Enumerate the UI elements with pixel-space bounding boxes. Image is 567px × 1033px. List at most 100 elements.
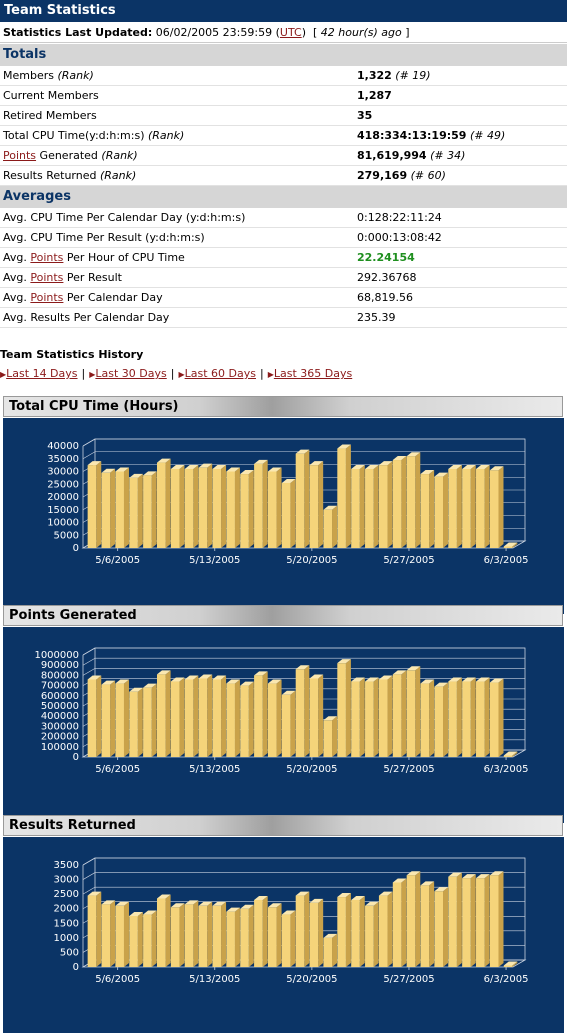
averages-row: Avg. CPU Time Per Result (y:d:h:m:s) 0:00… xyxy=(0,228,567,248)
bar-side xyxy=(207,901,213,967)
bar-top xyxy=(281,690,296,695)
bar-side xyxy=(387,675,393,757)
bar xyxy=(448,464,462,548)
link-last-30-days[interactable]: Last 30 Days xyxy=(95,367,167,380)
bar xyxy=(434,682,449,757)
last-updated-bar: Statistics Last Updated: 06/02/2005 23:5… xyxy=(0,22,567,43)
points-chart-svg: 0100000200000300000400000500000600000700… xyxy=(34,647,529,775)
averages-row-label: Avg. Points Per Calendar Day xyxy=(3,291,163,304)
bar-front xyxy=(351,468,360,548)
bar-front xyxy=(267,471,277,548)
bar-side xyxy=(498,678,504,757)
bar-front xyxy=(448,876,457,967)
bar-front xyxy=(489,682,499,757)
bar xyxy=(115,467,129,548)
bar-front xyxy=(129,916,138,967)
y-tick-label: 2000 xyxy=(54,904,79,915)
utc-link[interactable]: UTC xyxy=(279,26,302,39)
y-tick-label: 400000 xyxy=(41,711,79,722)
bar-front xyxy=(156,898,166,967)
hours-ago: 42 hour(s) ago xyxy=(320,26,402,39)
bar-front xyxy=(503,755,513,757)
bar-top xyxy=(170,677,185,682)
bar-front xyxy=(240,474,249,548)
arrow-icon: ▶ xyxy=(267,370,274,379)
bar xyxy=(476,677,490,757)
bar xyxy=(462,874,476,967)
bar-side xyxy=(221,901,227,967)
averages-row-label: Avg. CPU Time Per Calendar Day (y:d:h:m:… xyxy=(3,211,246,224)
bar-top xyxy=(156,894,171,899)
bar-top xyxy=(143,910,157,915)
bar xyxy=(226,467,240,548)
bar-top xyxy=(295,449,310,454)
bar-top xyxy=(365,901,379,906)
bar-side xyxy=(110,680,116,757)
bar-front xyxy=(184,904,194,967)
bar xyxy=(448,677,462,757)
bar xyxy=(184,675,199,757)
x-tick-label: 5/27/2005 xyxy=(383,555,434,566)
bar-side xyxy=(470,874,476,967)
bar-front xyxy=(226,683,235,757)
y-tick-label: 800000 xyxy=(41,670,79,681)
bar-front xyxy=(170,681,180,757)
bar xyxy=(198,463,213,548)
gridline-side xyxy=(82,668,96,676)
bar-top xyxy=(309,898,324,903)
bar-front xyxy=(462,681,471,757)
bar-front xyxy=(365,681,374,757)
bar-front xyxy=(420,885,430,967)
bar-side xyxy=(498,871,504,967)
bar-side xyxy=(234,907,240,967)
y-tick-label: 600000 xyxy=(41,691,79,702)
bar xyxy=(434,472,449,548)
bar xyxy=(267,467,282,548)
bar-top xyxy=(295,665,310,670)
bar-front xyxy=(129,691,138,757)
bar-front xyxy=(365,468,374,548)
bar xyxy=(378,461,393,548)
bar xyxy=(281,690,296,757)
bar-side xyxy=(415,452,421,548)
bar-side xyxy=(484,464,490,548)
bar-front xyxy=(129,477,138,548)
y-tick-label: 3000 xyxy=(54,875,79,886)
totals-row: Total CPU Time(y:d:h:m:s) (Rank) 418:334:… xyxy=(0,126,567,146)
bar-side xyxy=(123,679,129,757)
points-link[interactable]: Points xyxy=(30,251,64,264)
bar xyxy=(295,891,310,967)
link-last-60-days[interactable]: Last 60 Days xyxy=(184,367,256,380)
updated-label: Statistics Last Updated: xyxy=(3,26,153,39)
points-link[interactable]: Points xyxy=(3,149,37,162)
points-link[interactable]: Points xyxy=(30,291,64,304)
bar xyxy=(240,470,254,548)
totals-row: Results Returned (Rank) 279,169 (# 60) xyxy=(0,166,567,186)
points-link[interactable]: Points xyxy=(30,271,64,284)
results-chart-svg: 0 500 1000 1500 2000 2500 3000 3500 5/6/2005 5/13… xyxy=(54,857,529,985)
y-tick-label: 0 xyxy=(73,752,79,763)
bar-front xyxy=(212,679,222,757)
bar xyxy=(184,464,199,548)
totals-row-label: Retired Members xyxy=(3,109,97,122)
bar-side xyxy=(429,470,435,548)
bar-top xyxy=(378,675,393,680)
bar-side xyxy=(234,467,240,548)
bar-top xyxy=(226,679,240,684)
bar-top xyxy=(226,467,240,472)
y-tick-label: 200000 xyxy=(41,732,79,743)
arrow-icon: ▶ xyxy=(0,370,7,379)
link-last-14-days[interactable]: Last 14 Days xyxy=(6,367,78,380)
totals-row-value: 279,169 (# 60) xyxy=(357,169,446,182)
link-last-365-days[interactable]: Last 365 Days xyxy=(273,367,353,380)
bar-top xyxy=(87,891,102,896)
bar-front xyxy=(378,895,388,967)
gridline-side xyxy=(82,857,96,866)
totals-row-value: 418:334:13:19:59 (# 49) xyxy=(357,129,506,142)
bar-front xyxy=(392,460,402,548)
bar-top xyxy=(476,677,490,682)
bar-top xyxy=(448,677,462,682)
bar xyxy=(87,461,102,548)
bar xyxy=(156,670,171,757)
bar-side xyxy=(387,461,393,548)
